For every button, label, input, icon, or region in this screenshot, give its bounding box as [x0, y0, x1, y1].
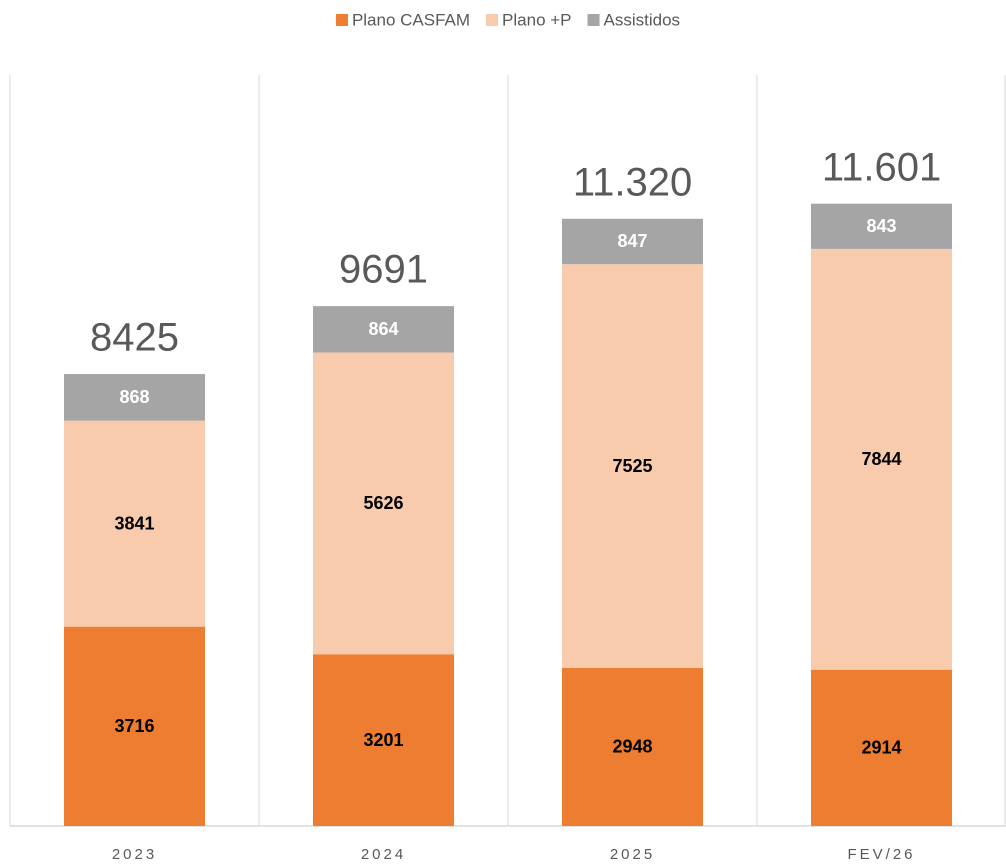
legend-label: Plano CASFAM — [352, 10, 470, 29]
legend-swatch — [587, 14, 600, 26]
x-tick-label: 2023 — [112, 846, 157, 863]
x-tick-label: FEV/26 — [847, 846, 915, 863]
data-label: 7844 — [861, 449, 901, 469]
bar-segment — [562, 218, 703, 265]
data-label: 5626 — [363, 493, 403, 513]
data-label: 3841 — [114, 513, 154, 533]
bar-segment — [811, 248, 952, 670]
data-label: 868 — [119, 387, 149, 407]
total-label: 11.601 — [822, 145, 941, 189]
bar-segment — [313, 352, 454, 655]
total-label: 8425 — [90, 316, 179, 360]
bar-segment — [811, 203, 952, 249]
bar-segment — [64, 374, 205, 421]
data-label: 2914 — [861, 738, 901, 758]
total-label: 9691 — [339, 248, 428, 292]
data-label: 7525 — [612, 456, 652, 476]
data-label: 843 — [866, 216, 896, 236]
data-label: 3201 — [363, 730, 403, 750]
legend-swatch — [486, 14, 499, 26]
bar-segment — [64, 420, 205, 627]
bar-segment — [313, 654, 454, 826]
data-label: 864 — [368, 319, 398, 339]
x-tick-label: 2024 — [361, 846, 406, 863]
total-label: 11.320 — [573, 160, 692, 204]
legend-label: Assistidos — [604, 10, 681, 29]
bar-segment — [313, 306, 454, 353]
bar-segment — [562, 264, 703, 668]
x-tick-label: 2025 — [610, 846, 655, 863]
data-label: 2948 — [612, 737, 652, 757]
data-label: 847 — [617, 231, 647, 251]
legend-swatch — [335, 14, 348, 26]
legend-label: Plano +P — [502, 10, 571, 29]
data-label: 3716 — [114, 716, 154, 736]
bar-segment — [811, 669, 952, 826]
bar-segment — [562, 667, 703, 826]
bar-segment — [64, 626, 205, 826]
